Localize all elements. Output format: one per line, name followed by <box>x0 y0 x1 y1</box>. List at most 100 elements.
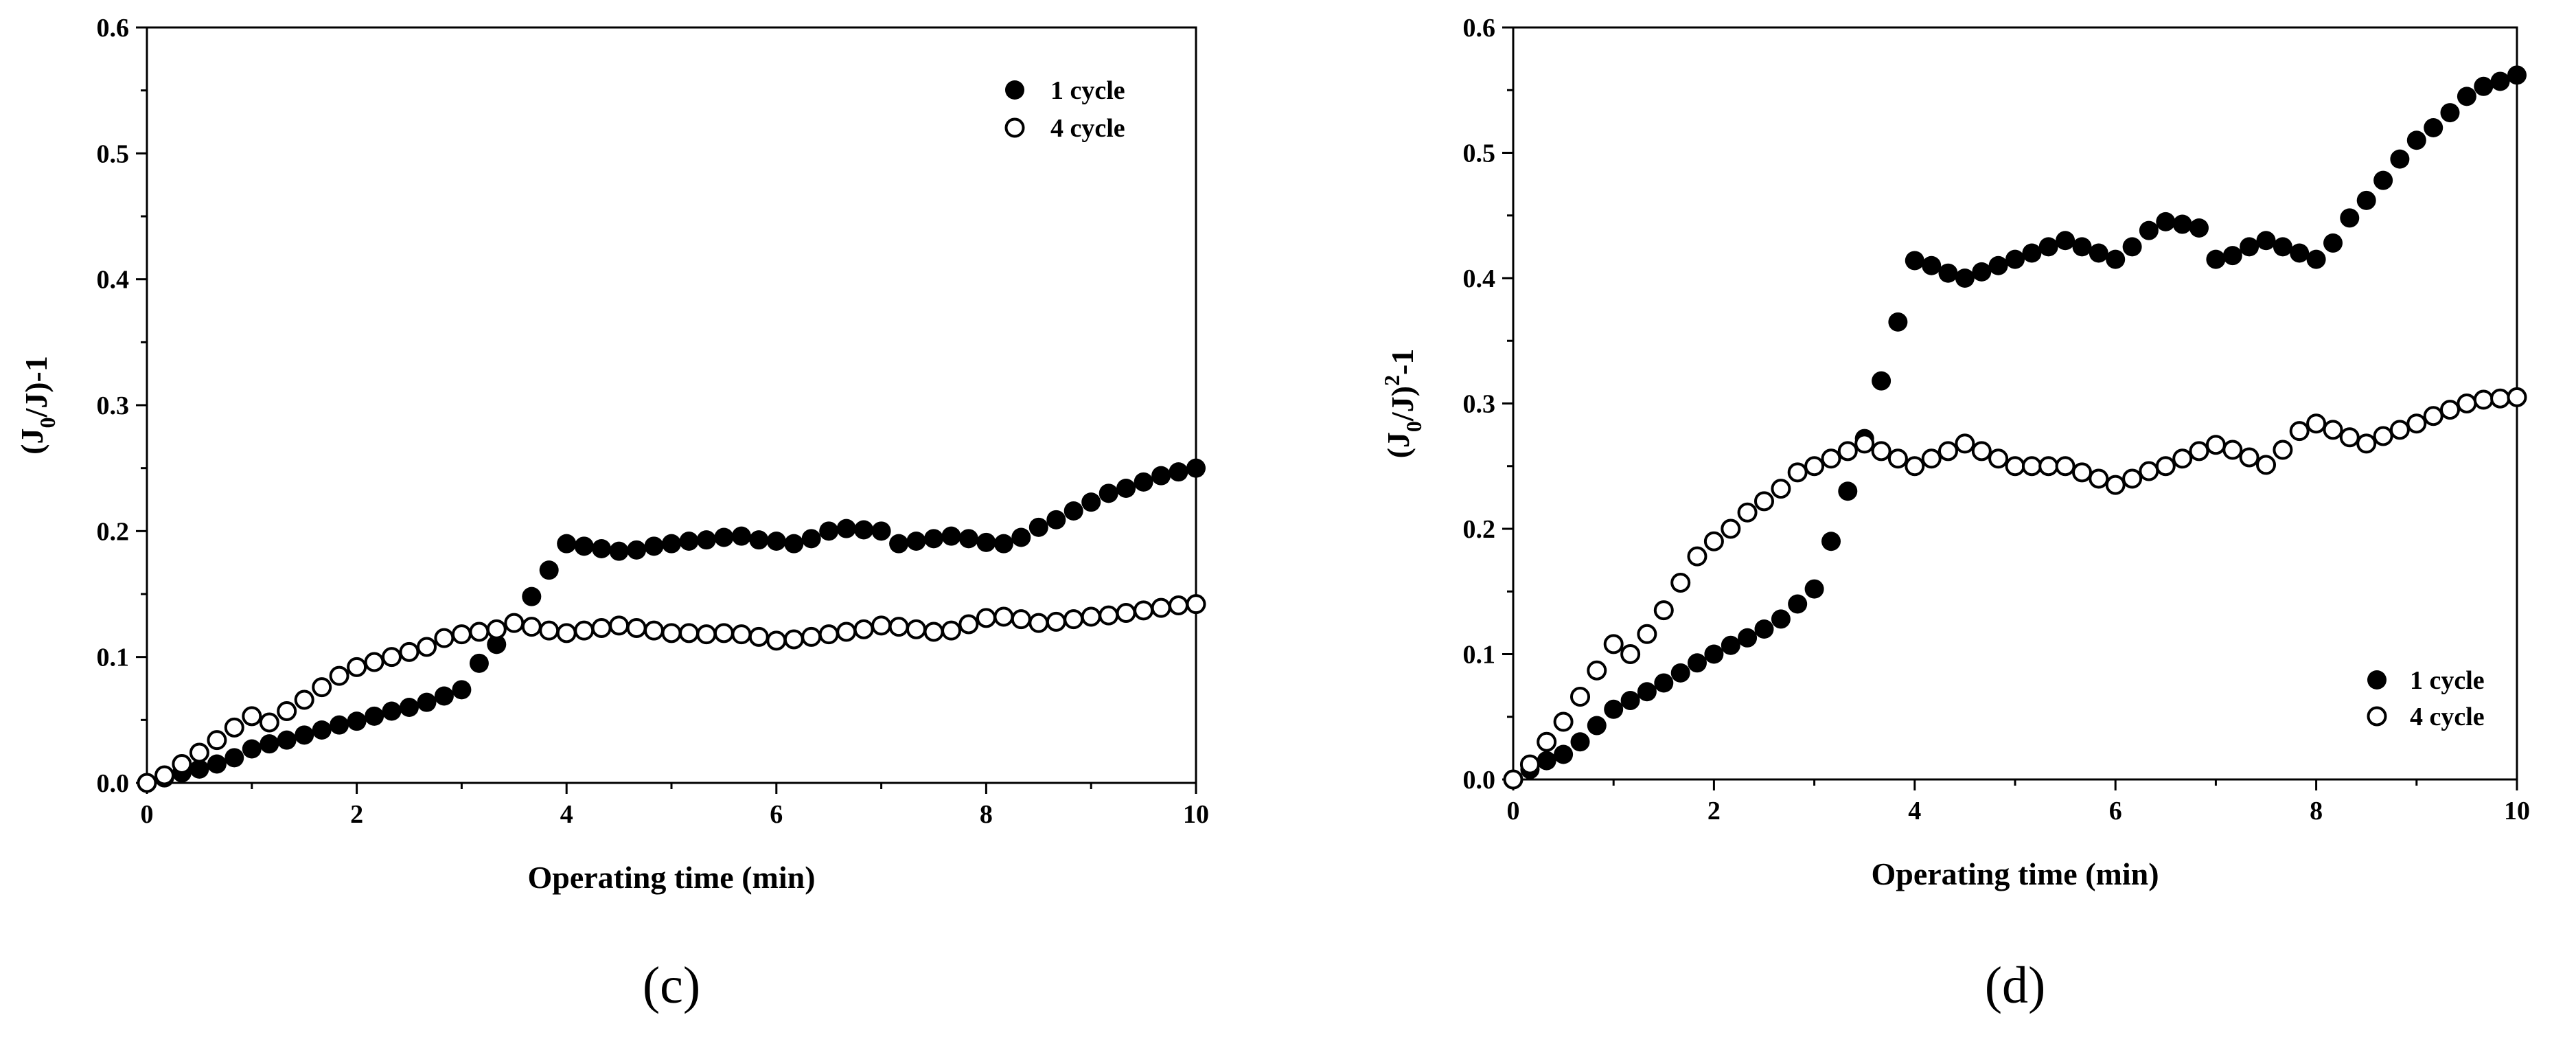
data-point-4-cycle <box>1687 546 1707 567</box>
data-point-1-cycle <box>1938 263 1958 283</box>
data-point-4-cycle <box>2205 435 2226 455</box>
data-point-4-cycle <box>1637 624 1657 644</box>
x-tick-label: 6 <box>770 800 783 829</box>
data-point-4-cycle <box>1937 441 1958 461</box>
y-axis-title-prefix: (J <box>1381 432 1416 458</box>
data-point-4-cycle <box>609 615 630 636</box>
data-point-1-cycle <box>1081 492 1101 512</box>
data-point-4-cycle <box>2072 462 2093 483</box>
data-point-4-cycle <box>381 647 402 668</box>
data-point-1-cycle <box>1972 262 1992 282</box>
data-point-1-cycle <box>1670 663 1690 683</box>
data-point-1-cycle <box>2256 231 2276 251</box>
y-axis-title-subscript: 0 <box>35 418 60 429</box>
data-point-1-cycle <box>1046 510 1066 529</box>
data-point-4-cycle <box>2122 468 2143 489</box>
data-point-4-cycle <box>801 626 822 647</box>
x-tick-label: 2 <box>1707 797 1721 825</box>
data-point-4-cycle <box>1134 600 1154 621</box>
y-tick-label: 0.2 <box>1463 515 1496 544</box>
x-tick-label: 10 <box>2504 797 2530 825</box>
data-point-4-cycle <box>1519 754 1540 775</box>
data-point-1-cycle <box>522 586 542 606</box>
x-tick-label: 2 <box>350 800 363 829</box>
data-point-1-cycle <box>2122 237 2142 257</box>
data-point-4-cycle <box>312 677 332 698</box>
data-point-4-cycle <box>1603 634 1624 654</box>
data-point-1-cycle <box>2089 243 2108 263</box>
data-point-1-cycle <box>714 527 734 547</box>
data-point-1-cycle <box>469 653 489 673</box>
data-point-4-cycle <box>2155 456 2176 477</box>
data-point-4-cycle <box>1787 462 1808 483</box>
data-point-1-cycle <box>312 720 332 740</box>
data-point-4-cycle <box>871 615 892 636</box>
y-tick-label: 0.0 <box>97 769 130 798</box>
data-point-4-cycle <box>207 730 227 751</box>
data-point-4-cycle <box>2055 456 2075 477</box>
data-point-4-cycle <box>434 628 455 648</box>
data-point-1-cycle <box>400 698 419 717</box>
data-point-1-cycle <box>644 536 664 556</box>
data-point-1-cycle <box>801 529 821 549</box>
data-point-1-cycle <box>662 534 681 554</box>
x-tick-label: 10 <box>1183 800 1209 829</box>
y-axis-title: (J0/J)2-1 <box>1379 349 1426 459</box>
data-point-1-cycle <box>819 521 839 541</box>
data-point-4-cycle <box>1081 606 1101 627</box>
data-point-1-cycle <box>1620 691 1640 711</box>
data-point-4-cycle <box>2021 456 2042 477</box>
data-point-1-cycle <box>1537 751 1556 771</box>
x-axis-title: Operating time (min) <box>527 860 815 895</box>
data-point-1-cycle <box>696 530 716 550</box>
data-point-4-cycle <box>1988 448 2009 469</box>
data-point-4-cycle <box>259 712 279 733</box>
data-point-4-cycle <box>679 623 700 643</box>
data-point-4-cycle <box>556 623 577 643</box>
data-point-4-cycle <box>1871 441 1891 461</box>
data-point-1-cycle <box>627 540 647 560</box>
data-point-1-cycle <box>1063 501 1083 521</box>
data-point-1-cycle <box>2490 71 2510 91</box>
data-point-1-cycle <box>574 536 594 556</box>
data-point-4-cycle <box>2239 447 2259 468</box>
data-point-1-cycle <box>958 529 978 549</box>
data-point-1-cycle <box>1151 466 1171 486</box>
data-point-1-cycle <box>2206 249 2226 269</box>
panel-label: (d) <box>1985 957 2046 1014</box>
data-point-1-cycle <box>1804 579 1824 599</box>
data-point-1-cycle <box>1654 673 1674 693</box>
legend-symbol-4-cycle <box>2367 706 2387 727</box>
y-tick-label: 0.0 <box>1463 766 1496 795</box>
data-point-1-cycle <box>609 541 629 561</box>
data-point-1-cycle <box>679 532 699 551</box>
data-point-4-cycle <box>2473 389 2494 410</box>
data-point-1-cycle <box>1604 699 1624 719</box>
data-point-1-cycle <box>1754 619 1774 639</box>
data-point-4-cycle <box>2439 400 2460 420</box>
data-point-4-cycle <box>1887 448 1908 469</box>
x-tick-label: 0 <box>141 800 154 829</box>
legend-symbol-4-cycle <box>1004 117 1025 138</box>
data-point-1-cycle <box>906 532 926 551</box>
data-point-1-cycle <box>1687 653 1707 673</box>
data-point-1-cycle <box>417 692 437 712</box>
data-point-4-cycle <box>189 742 209 763</box>
data-point-4-cycle <box>696 624 717 645</box>
data-point-1-cycle <box>330 715 349 735</box>
legend: 1 cycle 4 cycle <box>2367 666 2485 731</box>
data-point-4-cycle <box>766 630 787 651</box>
data-point-1-cycle <box>1169 462 1188 482</box>
data-point-4-cycle <box>818 624 839 645</box>
data-point-1-cycle <box>871 521 891 541</box>
data-point-4-cycle <box>958 614 979 635</box>
y-axis-title-subscript: 0 <box>1401 421 1426 432</box>
data-point-4-cycle <box>1837 441 1858 461</box>
data-point-1-cycle <box>1570 732 1590 752</box>
legend: 1 cycle 4 cycle <box>1004 76 1125 143</box>
series-4-cycle <box>137 594 1206 793</box>
data-point-1-cycle <box>2474 76 2494 96</box>
data-point-1-cycle <box>2356 190 2376 210</box>
y-tick-label: 0.3 <box>97 391 130 420</box>
data-point-4-cycle <box>1821 448 1841 469</box>
